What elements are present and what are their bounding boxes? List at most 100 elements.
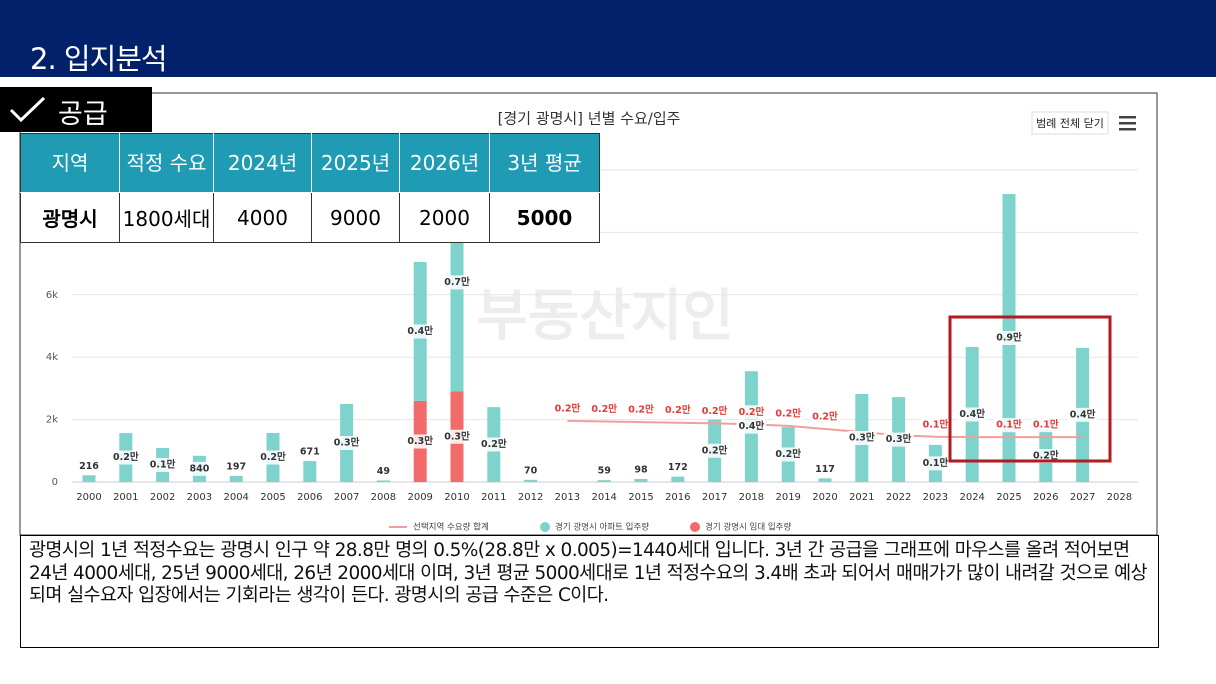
data-label-bg <box>147 457 178 472</box>
bar-segment <box>229 475 243 482</box>
x-tick-label: 2016 <box>665 492 690 503</box>
x-tick-label: 2028 <box>1107 492 1132 503</box>
menu-icon[interactable] <box>1119 116 1136 131</box>
menu-line[interactable] <box>1119 128 1136 131</box>
data-label-bg <box>736 405 767 420</box>
legend-toggle-button[interactable] <box>1031 111 1109 135</box>
data-label-bg <box>405 324 436 339</box>
data-label: 0.2만 <box>739 406 765 418</box>
x-tick-label: 2020 <box>812 492 837 503</box>
x-tick-label: 2007 <box>334 492 359 503</box>
data-label: 0.2만 <box>775 407 801 419</box>
data-label: 0.3만 <box>886 433 912 445</box>
check-icon <box>9 96 46 123</box>
data-label-bg <box>1030 448 1061 463</box>
data-label: 840 <box>189 463 209 474</box>
data-label-bg <box>405 434 436 449</box>
x-tick-label: 2000 <box>76 492 101 503</box>
data-label: 0.1만 <box>150 458 176 470</box>
highlight-box <box>948 315 1112 463</box>
x-tick-label: 2022 <box>886 492 911 503</box>
x-tick-label: 2010 <box>444 492 469 503</box>
table-cell: 광명시 <box>20 192 120 243</box>
x-tick-label: 2004 <box>223 492 248 503</box>
bar-segment <box>634 478 648 482</box>
x-tick-label: 2024 <box>959 492 984 503</box>
data-label-bg <box>374 464 392 479</box>
menu-line[interactable] <box>1119 122 1136 125</box>
data-label-bg <box>632 462 650 477</box>
data-label: 197 <box>226 461 246 472</box>
data-label-bg <box>920 417 951 432</box>
header-title: 2. 입지분석 <box>30 42 168 76</box>
supply-table: 지역 적정 수요 2024년 2025년 2026년 3년 평균 광명시 1800세대 400… <box>20 133 600 243</box>
data-label: 0.3만 <box>849 432 875 444</box>
table-cell: 4000 <box>213 192 312 243</box>
data-label: 0.2만 <box>628 404 654 416</box>
data-label-bg <box>442 275 472 290</box>
column-header: 3년 평균 <box>489 133 600 193</box>
y-tick-label: 6k <box>46 290 58 301</box>
x-tick-label: 2023 <box>923 492 948 503</box>
data-label: 0.3만 <box>407 435 433 447</box>
x-tick-label: 2015 <box>628 492 653 503</box>
data-label: 0.3만 <box>444 430 470 442</box>
data-label-bg <box>957 407 988 422</box>
x-tick-label: 2018 <box>739 492 764 503</box>
demand-line <box>567 419 1083 439</box>
data-label-bg <box>187 461 212 476</box>
x-tick-label: 2006 <box>297 492 322 503</box>
y-tick-label: 0 <box>52 477 58 488</box>
data-label-bg <box>810 409 840 424</box>
x-tick-label: 2003 <box>187 492 212 503</box>
data-label-bg <box>699 443 730 458</box>
data-label: 0.4만 <box>407 325 433 337</box>
x-tick-label: 2019 <box>775 492 800 503</box>
data-label-bg <box>626 403 656 418</box>
header-bar: 2. 입지분석 <box>0 0 1216 77</box>
y-tick-label: 4k <box>46 352 58 363</box>
data-label: 671 <box>300 447 320 458</box>
data-label-bg <box>589 402 620 417</box>
data-label: 0.2만 <box>702 405 728 417</box>
data-label: 117 <box>815 464 835 475</box>
data-label-bg <box>522 463 540 478</box>
x-tick-label: 2013 <box>555 492 580 503</box>
data-label: 0.2만 <box>812 410 838 422</box>
legend-toggle-label[interactable]: 범례 전체 닫기 <box>1036 117 1104 130</box>
x-tick-label: 2026 <box>1033 492 1058 503</box>
table-row: 광명시 1800세대 4000 9000 2000 5000 <box>20 192 600 243</box>
data-label: 0.2만 <box>260 451 286 463</box>
data-label: 0.1만 <box>923 418 949 430</box>
data-label: 0.2만 <box>665 404 691 416</box>
section-label: 공급 <box>58 99 108 130</box>
menu-line[interactable] <box>1119 116 1136 119</box>
check-path <box>9 96 46 123</box>
data-label: 0.1만 <box>923 457 949 469</box>
data-label-bg <box>883 432 914 447</box>
table-header-row: 지역 적정 수요 2024년 2025년 2026년 3년 평균 <box>20 133 600 193</box>
data-label: 0.4만 <box>959 408 985 420</box>
data-label-bg <box>773 447 804 462</box>
x-tick-label: 2014 <box>591 492 616 503</box>
data-label: 0.9만 <box>996 332 1022 344</box>
note-text: 광명시의 1년 적정수요는 광명시 인구 약 28.8만 명의 0.5%(28.… <box>20 535 1159 648</box>
y-tick-label: 2k <box>46 415 58 426</box>
bar-segment <box>597 480 611 482</box>
data-label: 0.1만 <box>996 419 1022 431</box>
x-tick-label: 2025 <box>996 492 1021 503</box>
data-label-bg <box>994 418 1024 433</box>
data-label: 70 <box>524 465 538 476</box>
column-header: 적정 수요 <box>119 133 214 193</box>
bar-segment <box>376 480 390 482</box>
legend-symbol <box>540 522 550 532</box>
data-label-bg <box>699 404 730 419</box>
watermark: 부동산지인 <box>476 284 734 349</box>
data-label: 59 <box>598 466 611 477</box>
data-label-bg <box>258 450 288 465</box>
table-cell: 2000 <box>399 192 490 243</box>
x-tick-label: 2017 <box>702 492 727 503</box>
bar-segment <box>671 476 685 482</box>
data-label: 0.4만 <box>1070 408 1096 420</box>
legend-label: 경기 광명시 아파트 입주량 <box>555 522 649 533</box>
